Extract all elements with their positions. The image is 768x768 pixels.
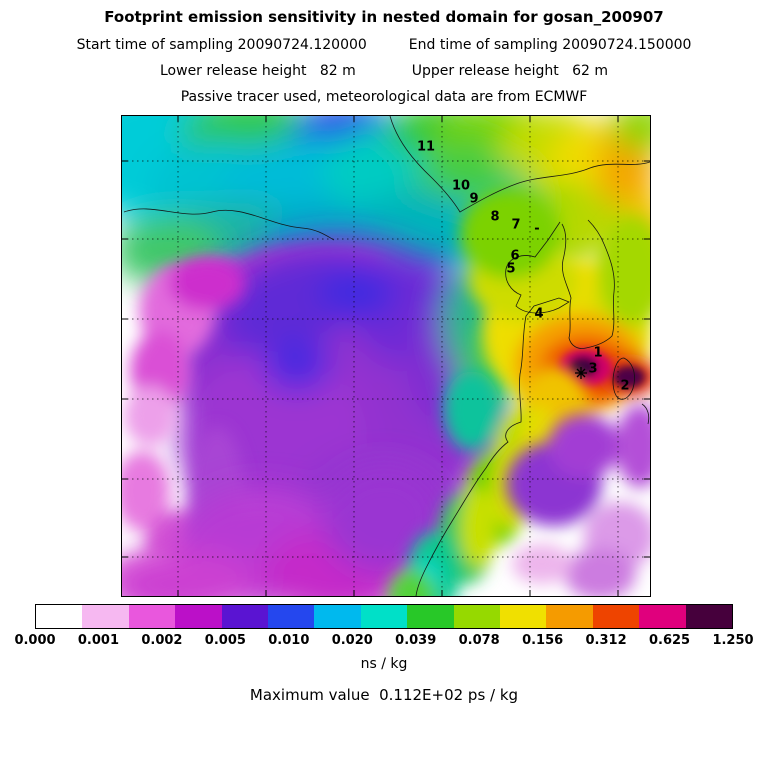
colorbar-segment — [82, 605, 129, 628]
field-bottom-left-magenta — [122, 463, 446, 596]
start-time-label: Start time of sampling 20090724.120000 — [76, 37, 367, 53]
colorbar-labels: 0.000 0.001 0.002 0.005 0.010 0.020 0.039 0.078… — [14, 633, 753, 649]
colorbar-tick-0.156: 0.156 — [522, 633, 564, 648]
footprint-field-plot — [122, 116, 650, 596]
colorbar — [35, 604, 733, 629]
receptor-star-icon — [575, 367, 587, 379]
colorbar-tick-0.005: 0.005 — [204, 633, 246, 648]
colorbar-tick-0.010: 0.010 — [268, 633, 310, 648]
colorbar-segment — [407, 605, 454, 628]
colorbar-tick-0.312: 0.312 — [585, 633, 627, 648]
colorbar-segment — [360, 605, 408, 628]
tracer-note: Passive tracer used, meteorological data… — [180, 89, 588, 105]
axis-ticks — [122, 116, 650, 596]
colorbar-segment — [128, 605, 176, 628]
coastlines — [123, 116, 650, 596]
colorbar-segment — [546, 605, 593, 628]
colorbar-segment — [592, 605, 640, 628]
colorbar-units: ns / kg — [360, 656, 408, 672]
colorbar-segment — [314, 605, 361, 628]
colorbar-tick-0.625: 0.625 — [648, 633, 691, 648]
colorbar-tick-0.039: 0.039 — [395, 633, 437, 648]
sampling-times-row: Start time of sampling 20090724.120000 E… — [0, 37, 768, 53]
colorbar-segment — [221, 605, 269, 628]
colorbar-tick-0.078: 0.078 — [458, 633, 500, 648]
release-heights-row: Lower release height 82 m Upper release … — [0, 63, 768, 79]
end-time-label: End time of sampling 20090724.150000 — [408, 37, 692, 53]
colorbar-tick-0.000: 0.000 — [14, 633, 56, 648]
upper-release-label: Upper release height 62 m — [411, 63, 608, 79]
colorbar-tick-1.250: 1.250 — [712, 633, 754, 648]
colorbar-tick-0.020: 0.020 — [331, 633, 373, 648]
lower-release-label: Lower release height 82 m — [160, 63, 356, 79]
colorbar-segment — [268, 605, 315, 628]
page-title: Footprint emission sensitivity in nested… — [104, 8, 664, 26]
colorbar-tick-0.001: 0.001 — [77, 633, 120, 648]
colorbar-segment — [453, 605, 501, 628]
footprint-map: 11 10 9 8 7-6 5 4 1 3 2 — [121, 115, 651, 597]
field-bottom-right — [506, 404, 650, 596]
colorbar-segment — [685, 605, 733, 628]
colorbar-tick-0.002: 0.002 — [141, 633, 183, 648]
colorbar-segment — [500, 605, 547, 628]
colorbar-segment — [36, 605, 83, 628]
colorbar-segment — [175, 605, 222, 628]
colorbar-segment — [639, 605, 686, 628]
max-value-text: Maximum value 0.112E+02 ps / kg — [249, 686, 519, 704]
graticule — [122, 116, 650, 596]
